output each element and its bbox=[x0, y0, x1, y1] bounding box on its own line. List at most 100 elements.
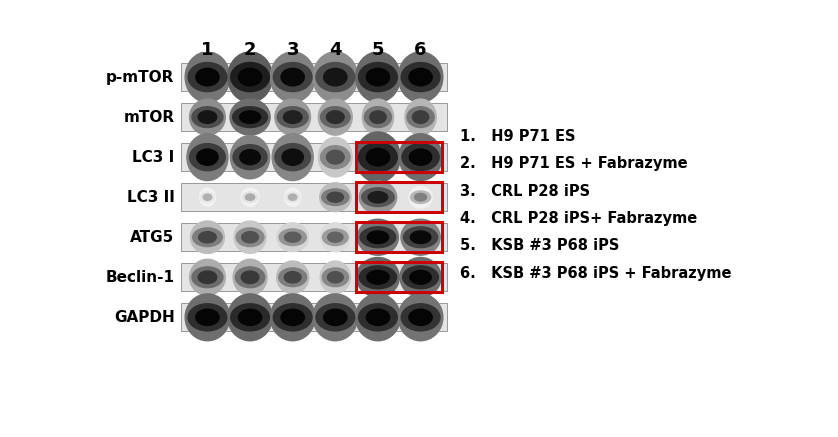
Text: 4: 4 bbox=[329, 41, 342, 59]
Ellipse shape bbox=[192, 267, 223, 288]
Ellipse shape bbox=[410, 271, 432, 284]
Ellipse shape bbox=[359, 142, 397, 172]
Ellipse shape bbox=[321, 146, 350, 169]
Ellipse shape bbox=[327, 111, 344, 123]
Ellipse shape bbox=[404, 227, 437, 248]
Bar bbox=[356, 222, 442, 252]
Ellipse shape bbox=[197, 149, 218, 165]
Ellipse shape bbox=[403, 266, 438, 289]
Ellipse shape bbox=[323, 229, 348, 246]
Bar bbox=[182, 63, 447, 91]
Ellipse shape bbox=[240, 150, 261, 165]
Ellipse shape bbox=[360, 266, 396, 289]
Ellipse shape bbox=[355, 132, 401, 182]
Ellipse shape bbox=[272, 134, 313, 180]
Ellipse shape bbox=[286, 192, 300, 202]
Ellipse shape bbox=[228, 294, 272, 341]
Ellipse shape bbox=[193, 228, 222, 246]
Bar bbox=[182, 103, 447, 131]
Ellipse shape bbox=[189, 259, 225, 295]
Ellipse shape bbox=[199, 188, 215, 206]
Text: GAPDH: GAPDH bbox=[114, 310, 174, 325]
Ellipse shape bbox=[239, 309, 261, 326]
Ellipse shape bbox=[189, 144, 225, 171]
Ellipse shape bbox=[366, 149, 390, 166]
Ellipse shape bbox=[355, 294, 401, 341]
Ellipse shape bbox=[322, 268, 349, 287]
Ellipse shape bbox=[288, 194, 297, 200]
Ellipse shape bbox=[365, 107, 391, 128]
Text: ATG5: ATG5 bbox=[130, 230, 174, 245]
Ellipse shape bbox=[275, 144, 311, 171]
Ellipse shape bbox=[410, 149, 432, 165]
Ellipse shape bbox=[409, 309, 432, 326]
Ellipse shape bbox=[400, 257, 441, 297]
Ellipse shape bbox=[356, 257, 400, 297]
Ellipse shape bbox=[327, 192, 344, 202]
Ellipse shape bbox=[359, 62, 397, 92]
Ellipse shape bbox=[415, 194, 427, 201]
Text: LC3 II: LC3 II bbox=[127, 190, 174, 205]
Ellipse shape bbox=[328, 232, 343, 242]
Ellipse shape bbox=[362, 99, 394, 135]
Ellipse shape bbox=[409, 187, 432, 208]
Ellipse shape bbox=[241, 232, 258, 243]
Ellipse shape bbox=[230, 304, 270, 331]
Ellipse shape bbox=[318, 137, 352, 177]
Ellipse shape bbox=[228, 52, 272, 102]
Ellipse shape bbox=[412, 111, 429, 123]
Ellipse shape bbox=[323, 68, 347, 86]
Ellipse shape bbox=[313, 294, 358, 341]
Ellipse shape bbox=[399, 134, 442, 180]
Ellipse shape bbox=[370, 111, 386, 123]
Bar bbox=[356, 142, 442, 172]
Ellipse shape bbox=[198, 271, 217, 284]
Ellipse shape bbox=[401, 62, 440, 92]
Text: 5: 5 bbox=[372, 41, 384, 59]
Ellipse shape bbox=[233, 259, 267, 295]
Ellipse shape bbox=[189, 99, 225, 135]
Ellipse shape bbox=[279, 229, 306, 246]
Ellipse shape bbox=[235, 267, 265, 288]
Text: mTOR: mTOR bbox=[123, 110, 174, 125]
Bar bbox=[356, 263, 442, 292]
Ellipse shape bbox=[321, 107, 350, 128]
Ellipse shape bbox=[282, 149, 303, 165]
Ellipse shape bbox=[187, 134, 228, 180]
Ellipse shape bbox=[200, 192, 215, 202]
Ellipse shape bbox=[196, 68, 219, 86]
Ellipse shape bbox=[283, 111, 302, 123]
Ellipse shape bbox=[281, 68, 304, 86]
Text: 3: 3 bbox=[287, 41, 299, 59]
Ellipse shape bbox=[230, 135, 270, 179]
Ellipse shape bbox=[411, 191, 431, 204]
Ellipse shape bbox=[241, 188, 259, 206]
Ellipse shape bbox=[185, 294, 230, 341]
Text: 4.   CRL P28 iPS+ Fabrazyme: 4. CRL P28 iPS+ Fabrazyme bbox=[460, 211, 697, 226]
Ellipse shape bbox=[316, 304, 354, 331]
Ellipse shape bbox=[360, 181, 396, 213]
Ellipse shape bbox=[188, 304, 227, 331]
Ellipse shape bbox=[367, 231, 389, 243]
Ellipse shape bbox=[284, 272, 301, 283]
Ellipse shape bbox=[234, 221, 266, 253]
Ellipse shape bbox=[411, 231, 431, 243]
Ellipse shape bbox=[241, 271, 259, 284]
Ellipse shape bbox=[328, 272, 344, 283]
Ellipse shape bbox=[233, 107, 267, 128]
Ellipse shape bbox=[271, 294, 315, 341]
Ellipse shape bbox=[313, 52, 358, 102]
Ellipse shape bbox=[233, 145, 267, 170]
Ellipse shape bbox=[401, 304, 440, 331]
Ellipse shape bbox=[398, 52, 442, 102]
Ellipse shape bbox=[316, 62, 354, 92]
Text: 5.   KSB #3 P68 iPS: 5. KSB #3 P68 iPS bbox=[460, 238, 619, 253]
Ellipse shape bbox=[198, 111, 217, 123]
Ellipse shape bbox=[367, 271, 389, 284]
Ellipse shape bbox=[362, 188, 394, 207]
Ellipse shape bbox=[360, 227, 396, 248]
Ellipse shape bbox=[359, 304, 397, 331]
Bar bbox=[182, 303, 447, 331]
Ellipse shape bbox=[358, 219, 398, 255]
Ellipse shape bbox=[409, 68, 432, 86]
